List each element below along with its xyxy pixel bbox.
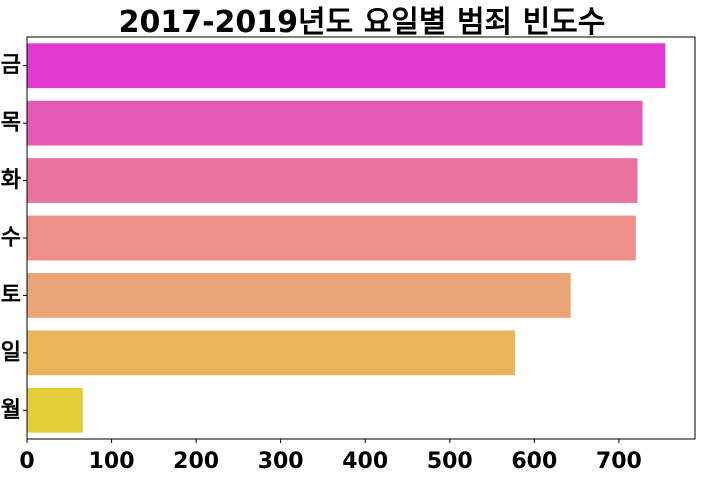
bar-5 [27, 273, 571, 318]
y-tick-label: 토 [1, 283, 21, 308]
x-tick-label: 0 [19, 449, 34, 473]
y-tick-label: 금 [1, 53, 21, 78]
bar-7 [27, 387, 83, 433]
x-tick-label: 600 [511, 449, 557, 473]
x-tick-label: 100 [89, 449, 135, 473]
y-tick-label: 수 [1, 226, 21, 251]
x-tick-label: 400 [342, 449, 388, 473]
y-tick-label: 목 [1, 111, 21, 136]
bar-1 [27, 43, 666, 89]
bar-4 [27, 215, 636, 261]
y-tick-label: 일 [1, 340, 21, 365]
plot-frame [26, 36, 696, 440]
bar-3 [27, 158, 638, 203]
y-tick-label: 월 [1, 398, 21, 423]
x-tick-label: 500 [427, 449, 473, 473]
bars-layer [27, 43, 666, 433]
y-tick-label: 화 [1, 168, 21, 193]
chart-title: 2017-2019년도 요일별 범죄 빈도수 [119, 5, 606, 40]
x-tick-label: 700 [596, 449, 642, 473]
x-tick-label: 200 [173, 449, 219, 473]
bar-6 [27, 330, 515, 376]
x-tick-label: 300 [258, 449, 304, 473]
bar-2 [27, 100, 643, 146]
x-axis: 0 100 200 300 400 500 600 700 [19, 439, 642, 474]
